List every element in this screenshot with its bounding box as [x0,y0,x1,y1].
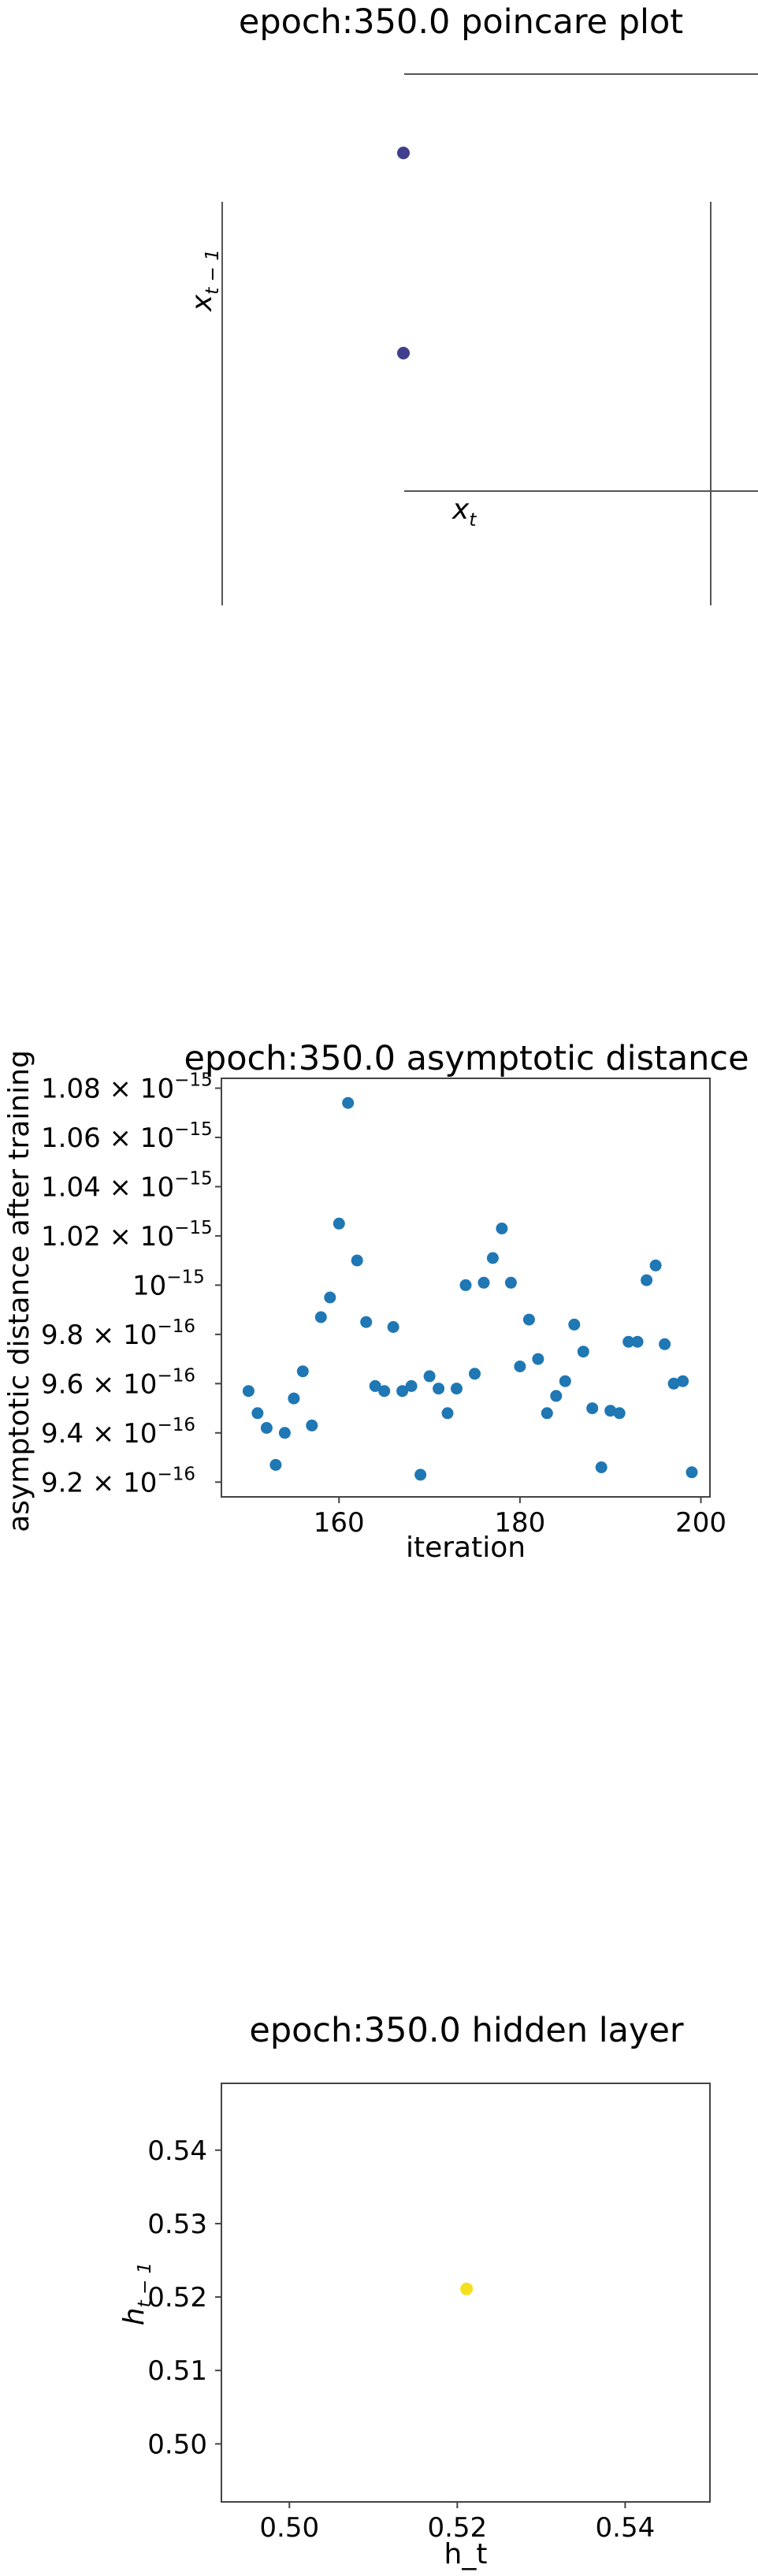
asymptotic-point [622,1335,635,1348]
asymptotic-point [496,1223,508,1234]
asymptotic-point [595,1461,608,1473]
asymptotic-y-ticks: 9.2 × 10−16 9.4 × 10−16 9.6 × 10−16 9.8 × 1… [41,1070,221,1498]
asymptotic-point [296,1365,309,1378]
asymptotic-point [486,1252,499,1264]
x-tick-label: 200 [675,1507,726,1539]
asymptotic-point [333,1217,345,1230]
asymptotic-plot-frame [221,1078,711,1498]
asymptotic-point [314,1311,327,1323]
asymptotic-point [306,1419,318,1431]
y-tick-label: 0.51 [147,2355,207,2387]
x-tick-label: 160 [314,1507,365,1539]
hidden-layer-x-axis-label: h_t [444,2538,488,2570]
asymptotic-point [278,1427,291,1439]
y-tick-label: 1.08 × 10−15 [41,1070,213,1104]
hidden-layer-point [460,2282,474,2295]
asymptotic-point [504,1276,517,1289]
asymptotic-point [260,1422,273,1434]
y-tick-label: 0.50 [147,2429,207,2460]
y-tick-label: 1.06 × 10−15 [41,1119,213,1154]
y-tick-label: 9.8 × 10−16 [41,1316,195,1351]
x-tick-label: 180 [494,1507,545,1539]
asymptotic-point [396,1385,409,1398]
hidden-layer-x-ticks: 0.50 0.52 0.54 [259,2502,655,2544]
y-tick-label: 1.04 × 10−15 [41,1168,213,1203]
asymptotic-point [568,1318,581,1331]
y-tick-label: 1.02 × 10−15 [41,1218,213,1253]
y-tick-label: 9.2 × 10−16 [41,1464,195,1498]
asymptotic-point [532,1353,544,1365]
asymptotic-point [269,1458,282,1471]
asymptotic-point [649,1259,662,1271]
asymptotic-point [369,1379,381,1392]
asymptotic-plot-title: epoch:350.0 asymptotic distance [184,1039,749,1078]
asymptotic-point [288,1392,300,1405]
asymptotic-point [631,1335,644,1348]
asymptotic-point [414,1469,427,1481]
asymptotic-point [242,1385,255,1398]
asymptotic-point [324,1291,336,1304]
poincare-y-axis-label: xt − 1 [186,249,223,312]
asymptotic-distance-plot: epoch:350.0 asymptotic distance 9.2 × 10… [3,1039,749,1564]
x-tick-label: 0.54 [596,2512,656,2544]
asymptotic-point [677,1375,689,1387]
y-tick-label: 0.54 [147,2135,207,2167]
y-tick-label: 9.6 × 10−16 [41,1365,195,1400]
poincare-point [397,147,410,159]
asymptotic-point [559,1375,571,1387]
poincare-points [397,147,410,359]
asymptotic-point [459,1279,472,1291]
hidden-layer-plot-title: epoch:350.0 hidden layer [249,2011,684,2050]
asymptotic-points [242,1096,698,1481]
asymptotic-point [251,1407,264,1420]
asymptotic-point [659,1338,671,1350]
asymptotic-point [550,1390,563,1402]
asymptotic-point [641,1274,653,1286]
asymptotic-point [360,1316,373,1328]
x-tick-label: 0.50 [259,2512,319,2544]
x-tick-label: 0.52 [427,2512,487,2544]
asymptotic-point [514,1361,526,1372]
asymptotic-point [378,1385,391,1398]
asymptotic-point [423,1370,436,1383]
asymptotic-point [342,1096,355,1109]
asymptotic-point [451,1383,463,1395]
hidden-layer-plot: epoch:350.0 hidden layer 0.500.510.520.5… [118,2011,711,2570]
asymptotic-point [522,1313,535,1326]
hidden-layer-plot-frame [221,2083,711,2503]
asymptotic-point [613,1407,626,1420]
asymptotic-point [667,1377,680,1390]
y-tick-label: 9.4 × 10−16 [41,1415,195,1450]
hidden-layer-y-ticks: 0.50 0.51 0.52 0.53 0.54 [147,2135,221,2460]
y-tick-label: 0.53 [147,2209,207,2240]
hidden-layer-y-axis-label: ht − 1 [118,2262,155,2325]
asymptotic-point [441,1407,454,1420]
asymptotic-x-ticks: 160 180 200 [314,1497,726,1539]
asymptotic-y-axis-label: asymptotic distance after training [3,1050,35,1532]
asymptotic-point [586,1402,599,1415]
asymptotic-point [387,1321,399,1333]
y-tick-label: 0.52 [147,2282,207,2314]
hidden-layer-points [460,2282,474,2295]
asymptotic-point [433,1383,445,1395]
poincare-x-axis-label: xt [451,493,477,530]
asymptotic-point [686,1466,698,1479]
y-tick-label: 10−15 [132,1267,205,1301]
poincare-point [397,347,410,359]
asymptotic-x-axis-label: iteration [406,1532,526,1564]
asymptotic-point [351,1254,363,1267]
asymptotic-point [477,1276,490,1289]
asymptotic-point [577,1346,589,1358]
asymptotic-point [405,1379,418,1392]
asymptotic-point [469,1368,481,1380]
asymptotic-point [604,1405,617,1417]
poincare-plot: epoch:350.0 poincare plot xt xt − 1 [186,2,758,605]
asymptotic-point [541,1407,553,1420]
poincare-plot-title: epoch:350.0 poincare plot [239,2,683,42]
